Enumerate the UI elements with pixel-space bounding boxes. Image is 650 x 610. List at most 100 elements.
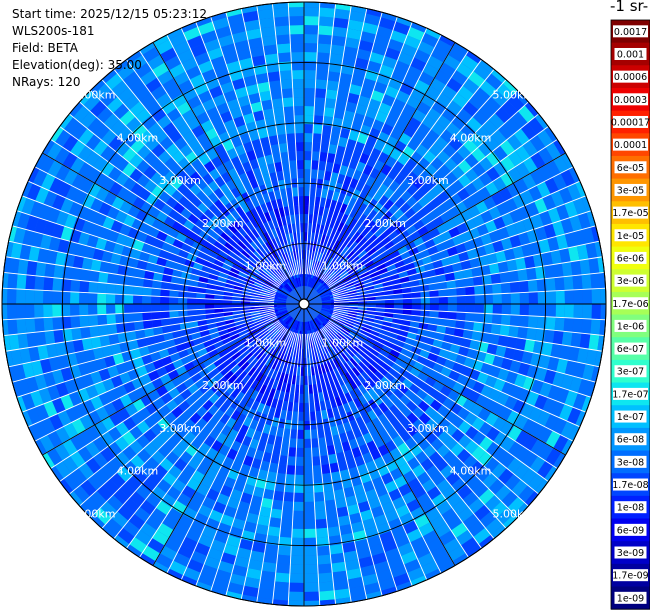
colorbar-tick-label: 1e-08 <box>617 503 644 514</box>
ray-gate-cell <box>216 362 228 372</box>
ray-gate-cell <box>275 371 282 381</box>
ray-gate-cell <box>190 195 203 208</box>
ray-gate-cell <box>475 393 489 408</box>
ray-gate-cell <box>342 340 351 349</box>
ray-gate-cell <box>313 281 320 290</box>
ray-gate-cell <box>266 323 275 331</box>
ray-gate-cell <box>90 395 104 411</box>
ray-gate-cell <box>5 350 14 367</box>
ray-gate-cell <box>510 292 520 304</box>
ray-gate-cell <box>200 30 218 44</box>
ray-gate-cell <box>93 421 108 437</box>
ray-gate-cell <box>586 210 596 228</box>
ray-gate-cell <box>331 209 340 220</box>
ray-gate-cell <box>133 295 143 304</box>
ray-gate-cell <box>451 477 467 493</box>
ray-gate-cell <box>53 264 64 279</box>
ray-gate-cell <box>364 355 374 365</box>
ray-gate-cell <box>453 327 464 338</box>
ray-gate-cell <box>339 270 348 278</box>
ray-gate-cell <box>526 201 540 217</box>
ray-gate-cell <box>190 372 203 384</box>
ray-gate-cell <box>164 259 176 270</box>
ray-gate-cell <box>393 422 406 436</box>
ray-gate-cell <box>376 380 387 391</box>
ray-gate-cell <box>179 225 191 237</box>
ray-gate-cell <box>103 402 117 417</box>
scan-info: Start time: 2025/12/15 05:23:12 WLS200s-… <box>12 6 207 91</box>
ray-separator <box>331 315 581 428</box>
ray-gate-cell <box>215 569 232 583</box>
ray-gate-cell <box>262 316 272 323</box>
ray-gate-cell <box>411 297 421 304</box>
ray-gate-cell <box>363 281 374 288</box>
ray-gate-cell <box>258 579 275 591</box>
ray-gate-cell <box>259 506 272 518</box>
ray-gate-cell <box>350 343 360 353</box>
ray-gate-cell <box>55 426 71 444</box>
ray-gate-cell <box>271 316 281 322</box>
ray-gate-cell <box>447 311 457 320</box>
range-label: 3.00km <box>159 422 201 435</box>
ray-gate-cell <box>380 362 392 372</box>
ray-gate-cell <box>325 318 335 326</box>
ray-gate-cell <box>362 78 377 90</box>
ray-gate-cell <box>126 266 137 278</box>
ray-gate-cell <box>141 354 153 366</box>
ray-gate-cell <box>132 469 148 485</box>
ray-gate-cell <box>208 393 220 405</box>
ray-gate-cell <box>278 142 288 153</box>
ray-gate-cell <box>160 288 170 297</box>
ray-gate-cell <box>151 107 167 123</box>
ray-gate-cell <box>257 588 274 600</box>
ray-gate-cell <box>373 34 391 48</box>
ray-gate-cell <box>259 460 271 472</box>
ray-gate-cell <box>356 373 367 385</box>
ray-gate-cell <box>260 313 270 318</box>
ray-gate-cell <box>317 326 324 336</box>
ray-gate-cell <box>345 101 358 113</box>
ray-gate-cell <box>324 279 332 287</box>
ray-gate-cell <box>304 573 319 583</box>
ray-gate-cell <box>553 452 566 469</box>
ray-gate-cell <box>272 444 282 456</box>
ray-gate-cell <box>402 235 414 246</box>
ray-gate-cell <box>261 355 270 365</box>
ray-gate-cell <box>250 207 260 219</box>
ray-gate-cell <box>326 317 336 324</box>
ray-gate-cell <box>378 401 389 414</box>
ray-gate-cell <box>49 413 64 431</box>
ray-gate-cell <box>358 332 369 340</box>
ray-gate-cell <box>17 378 31 396</box>
ray-gate-cell <box>471 177 486 192</box>
ray-gate-cell <box>344 392 353 403</box>
ray-gate-cell <box>237 227 248 238</box>
ray-gate-cell <box>325 267 333 276</box>
ray-gate-cell <box>347 197 358 208</box>
ray-gate-cell <box>270 328 279 336</box>
ray-gate-cell <box>454 130 470 145</box>
ray-gate-cell <box>271 369 279 380</box>
ray-gate-cell <box>330 273 339 282</box>
ray-gate-cell <box>241 530 256 542</box>
ray-gate-cell <box>304 223 309 233</box>
ray-gate-cell <box>386 336 397 345</box>
ray-gate-cell <box>8 334 20 351</box>
ray-gate-cell <box>269 425 278 436</box>
ray-gate-cell <box>282 500 294 511</box>
ray-separator <box>322 327 495 539</box>
ray-gate-cell <box>469 460 485 476</box>
ray-gate-cell <box>126 544 143 558</box>
ray-gate-cell <box>140 522 157 538</box>
ray-gate-cell <box>512 245 525 260</box>
ray-gate-cell <box>417 195 430 208</box>
ray-gate-cell <box>287 356 293 366</box>
ray-gate-cell <box>426 55 444 71</box>
ray-gate-cell <box>282 325 290 335</box>
ray-gate-cell <box>245 199 255 211</box>
colorbar-tick-label: 6e-09 <box>617 525 644 536</box>
ray-gate-cell <box>133 320 144 331</box>
ray-gate-cell <box>329 272 338 280</box>
ray-gate-cell <box>43 371 56 388</box>
ray-gate-cell <box>500 421 515 437</box>
